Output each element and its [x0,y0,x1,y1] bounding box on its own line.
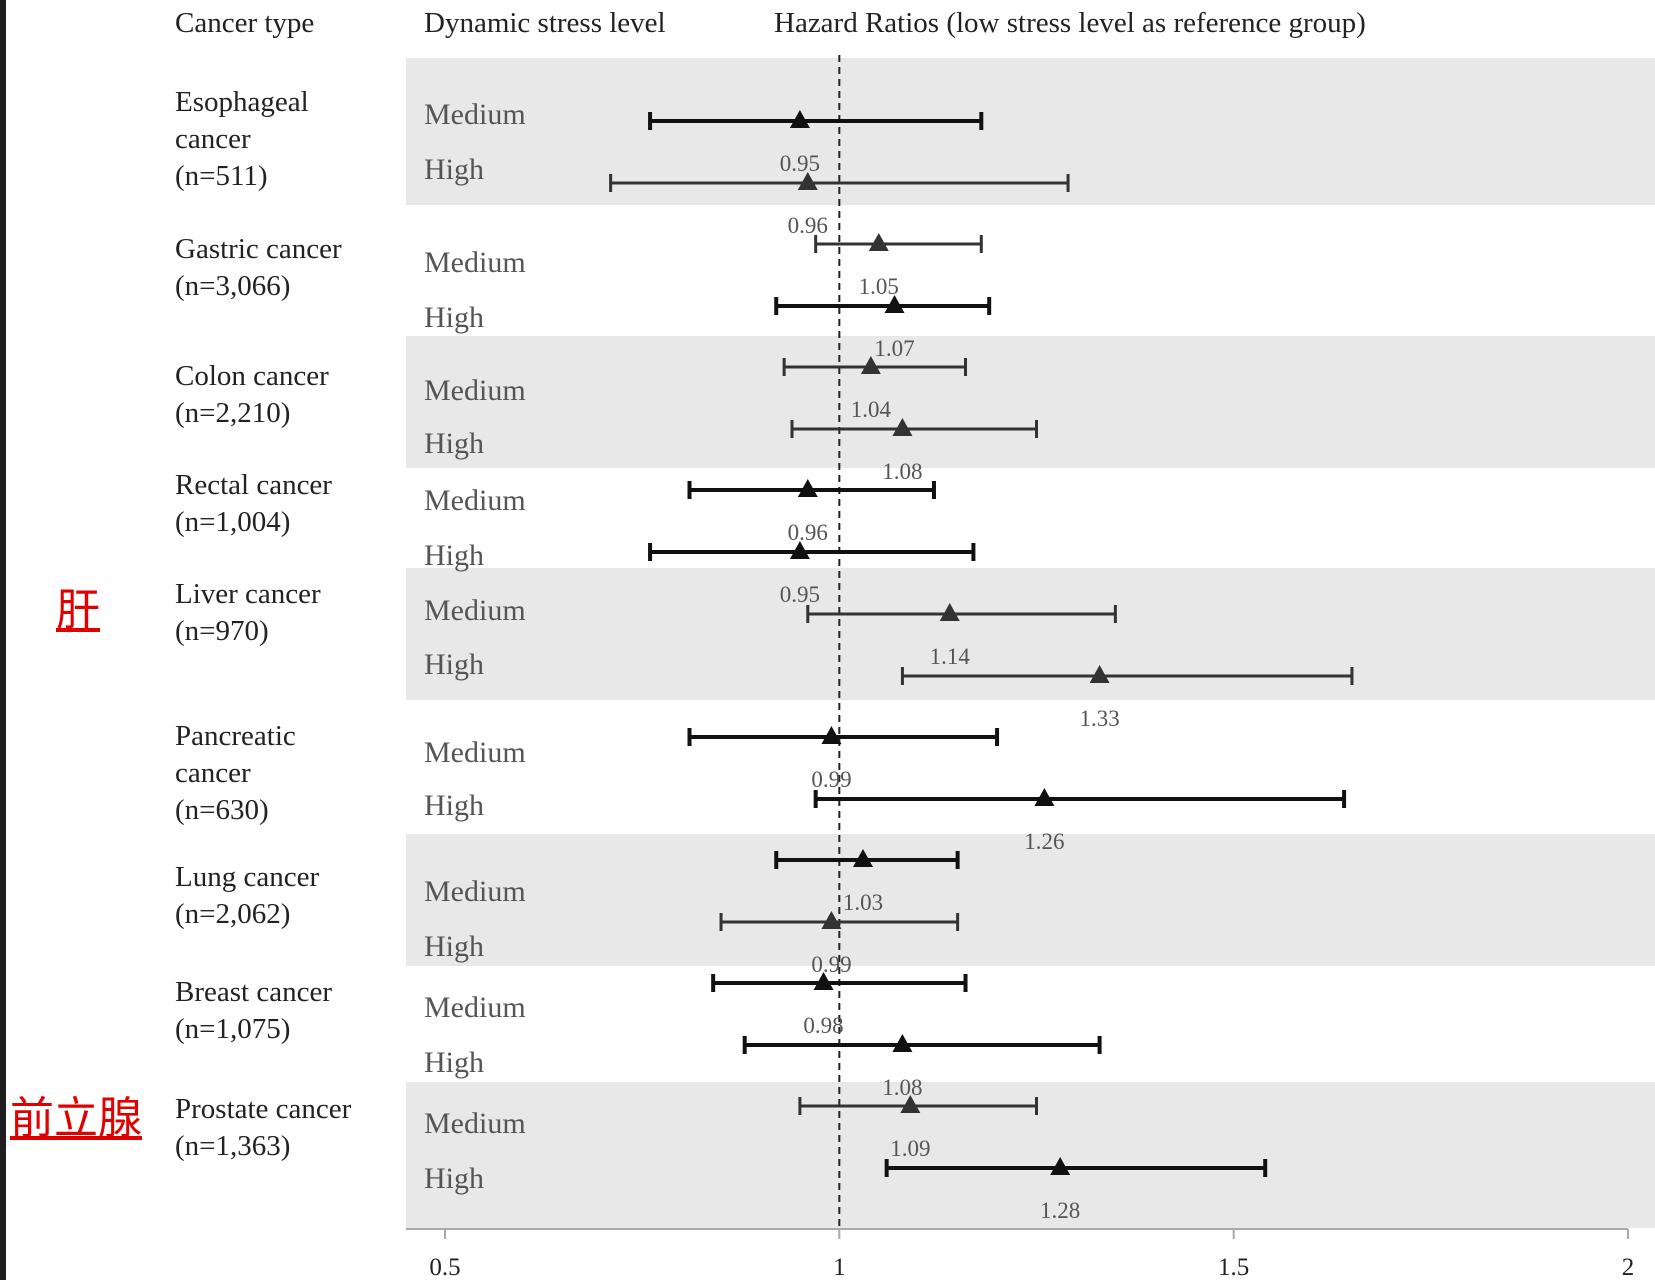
cancer-type-label: (n=970) [175,615,269,647]
hazard-ratio-label: 1.04 [851,397,892,422]
stress-level-label: High [424,930,484,963]
stress-level-label: Medium [424,991,526,1024]
x-tick-label: 1.5 [1218,1254,1249,1280]
stress-level-label: Medium [424,374,526,407]
stress-level-label: Medium [424,875,526,908]
hazard-ratio-label: 1.07 [874,336,914,361]
hazard-ratio-point [821,911,842,929]
stress-level-label: High [424,1046,484,1079]
row-band [406,834,1655,966]
cancer-type-label: (n=3,066) [175,270,290,302]
x-axis: 0.5 1 1.5 2 [406,1228,1635,1280]
cancer-type-label: Breast cancer [175,976,332,1008]
x-tick-label: 0.5 [429,1254,460,1280]
hazard-ratio-point [892,418,913,436]
stress-level-label: Medium [424,98,526,131]
hazard-ratio-label: 1.26 [1024,829,1064,854]
cancer-type-label: Pancreatic [175,720,296,752]
hazard-ratio-point [852,849,873,867]
stress-level-label: Medium [424,736,526,769]
cancer-type-label: (n=2,062) [175,898,290,930]
x-tick-label: 2 [1622,1254,1635,1280]
cancer-type-label: (n=511) [175,160,268,192]
stress-level-label: Medium [424,1107,526,1140]
hazard-ratio-point [789,541,810,559]
cancer-type-label: (n=1,075) [175,1013,290,1045]
hazard-ratio-point [939,603,960,621]
hazard-ratio-point [884,295,905,313]
stress-level-label: High [424,539,484,572]
hazard-ratio-label: 0.95 [780,151,820,176]
cancer-type-label: (n=1,363) [175,1130,290,1162]
hazard-ratio-label: 1.08 [882,459,922,484]
stress-level-label: High [424,427,484,460]
hazard-ratio-label: 0.96 [788,213,828,238]
row-band [406,336,1655,468]
cancer-type-label: Gastric cancer [175,233,342,265]
cancer-type-label: Esophageal [175,86,309,118]
cancer-type-label: (n=1,004) [175,506,290,538]
cancer-type-label: Liver cancer [175,578,321,610]
hazard-ratio-label: 0.99 [811,952,851,977]
hazard-ratio-point [797,479,818,497]
hazard-ratio-point [892,1034,913,1052]
cancer-type-label: (n=630) [175,794,269,826]
cancer-type-label: Prostate cancer [175,1093,352,1125]
hazard-ratio-label: 1.03 [843,890,883,915]
hazard-ratio-point [789,110,810,128]
cancer-type-label: cancer [175,123,251,155]
hazard-ratio-point [1034,788,1055,806]
hazard-ratio-label: 0.95 [780,582,820,607]
row-band [406,568,1655,700]
hazard-ratio-label: 0.96 [788,520,828,545]
annotation-liver: 肝 [56,585,100,636]
stress-level-label: High [424,301,484,334]
header-stress-level: Dynamic stress level [424,7,666,39]
hazard-ratio-point [813,972,834,990]
stress-level-label: High [424,153,484,186]
x-tick-label: 1 [833,1254,846,1280]
hazard-ratio-point [1089,665,1110,683]
cancer-type-label: Rectal cancer [175,469,332,501]
hazard-ratio-label: 1.05 [859,274,899,299]
cancer-type-label: Colon cancer [175,360,329,392]
row-band [406,58,1655,205]
hazard-ratio-label: 0.99 [811,767,851,792]
hazard-ratio-bars: 0.95 0.96 1.05 1.07 1.04 1.08 0.96 0.95 1.14 1.33… [609,110,1354,1223]
group-labels: Esophageal cancer (n=511) Medium High Gastric… [175,86,526,1195]
hazard-ratio-point [797,172,818,190]
cancer-type-label: (n=2,210) [175,397,290,429]
cancer-type-label: Lung cancer [175,861,319,893]
stress-level-label: Medium [424,594,526,627]
row-bands [406,58,1655,1228]
hazard-ratio-label: 1.09 [890,1136,930,1161]
annotation-prostate: 前立腺 [10,1093,142,1144]
hazard-ratio-point [868,233,889,251]
hazard-ratio-point [821,726,842,744]
hazard-ratio-label: 1.28 [1040,1198,1080,1223]
hazard-ratio-point [900,1095,921,1113]
row-band [406,1082,1655,1228]
header-cancer-type: Cancer type [175,7,314,39]
stress-level-label: High [424,648,484,681]
stress-level-label: Medium [424,484,526,517]
stress-level-label: High [424,1162,484,1195]
header-hazard-ratios: Hazard Ratios (low stress level as refer… [774,7,1366,39]
hazard-ratio-label: 1.33 [1079,706,1119,731]
hazard-ratio-label: 0.98 [803,1013,843,1038]
stress-level-label: Medium [424,246,526,279]
hazard-ratio-label: 1.08 [882,1075,922,1100]
hazard-ratio-label: 1.14 [930,644,971,669]
cancer-type-label: cancer [175,757,251,789]
hazard-ratio-point [860,356,881,374]
stress-level-label: High [424,789,484,822]
hazard-ratio-point [1050,1157,1071,1175]
